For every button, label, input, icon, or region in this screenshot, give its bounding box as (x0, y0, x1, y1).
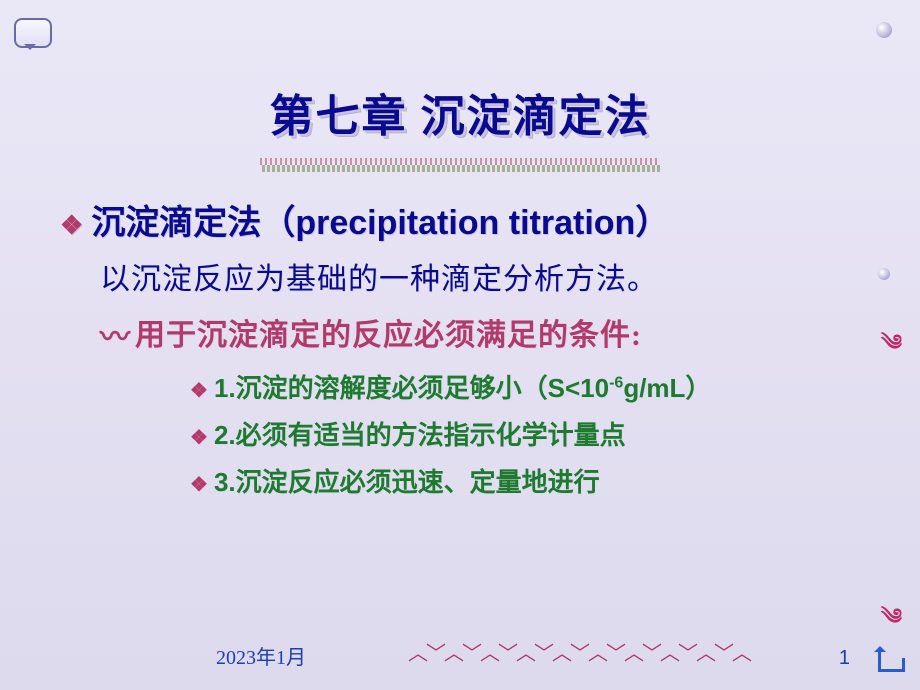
item-sup: -6 (609, 374, 623, 391)
definition-text: 以沉淀反应为基础的一种滴定分析方法。 (100, 254, 870, 298)
paren-open: （ (261, 205, 295, 242)
title-divider-icon (260, 158, 660, 172)
bullet-icon: ❖ (190, 380, 208, 402)
footer-wave-icon: ︿﹀︿﹀︿﹀︿﹀︿﹀︿﹀︿﹀︿﹀︿﹀︿ (408, 637, 750, 666)
section-heading: ❖ 沉淀滴定法（precipitation titration） (60, 195, 870, 244)
bullet-icon: ❖ (190, 474, 208, 496)
spiral-icon: ༄ (881, 318, 902, 380)
item-tail: g/mL） (623, 373, 711, 403)
footer-date: 2023年1月 (216, 641, 306, 670)
bullet-icon: ❖ (60, 210, 83, 240)
return-arrow-icon[interactable] (878, 648, 902, 672)
decorative-dot-icon (878, 268, 890, 280)
bullet-icon: ❖ (190, 427, 208, 449)
list-item: ❖ 2.必须有适当的方法指示化学计量点 (190, 415, 870, 452)
decorative-dot-icon (876, 22, 892, 38)
list-item: ❖ 1.沉淀的溶解度必须足够小（S<10-6g/mL） (190, 368, 870, 405)
paren-close: ） (635, 205, 669, 242)
title-block: 第七章 沉淀滴定法 (0, 80, 920, 172)
slide: 第七章 沉淀滴定法 ❖ 沉淀滴定法（precipitation titration… (0, 0, 920, 690)
condition-heading: 〰用于沉淀滴定的反应必须满足的条件: (100, 310, 870, 354)
swirl-icon: 〰 (100, 312, 131, 356)
heading-eng: precipitation titration (295, 204, 635, 242)
list-item: ❖ 3.沉淀反应必须迅速、定量地进行 (190, 462, 870, 499)
content: ❖ 沉淀滴定法（precipitation titration） 以沉淀反应为基础… (60, 195, 870, 509)
item-text: 1.沉淀的溶解度必须足够小（S<10 (214, 373, 609, 403)
item-text: 2.必须有适当的方法指示化学计量点 (214, 420, 626, 450)
page-title: 第七章 沉淀滴定法 (0, 80, 920, 144)
heading-zh: 沉淀滴定法 (91, 204, 261, 242)
speech-bubble-icon (14, 18, 52, 48)
footer-page-number: 1 (839, 647, 850, 670)
footer: 2023年1月 ︿﹀︿﹀︿﹀︿﹀︿﹀︿﹀︿﹀︿﹀︿﹀︿ 1 (0, 640, 920, 670)
condition-heading-text: 用于沉淀滴定的反应必须满足的条件: (135, 319, 642, 352)
item-text: 3.沉淀反应必须迅速、定量地进行 (214, 467, 600, 497)
